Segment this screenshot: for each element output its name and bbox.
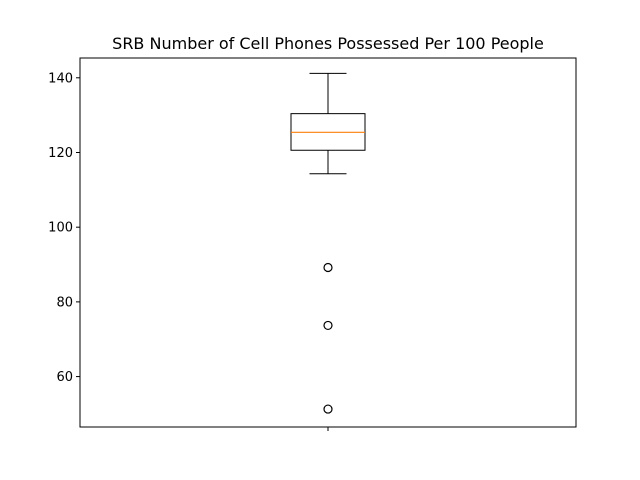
outlier-point	[323, 404, 333, 414]
chart-title: SRB Number of Cell Phones Possessed Per …	[112, 34, 544, 53]
y-tick-label: 80	[56, 295, 73, 310]
box-group	[290, 72, 366, 414]
plot-frame	[79, 57, 577, 428]
outlier-point	[323, 262, 333, 273]
y-tick-label: 60	[56, 370, 73, 385]
y-tick-label: 120	[48, 146, 73, 161]
outlier-point	[323, 320, 333, 331]
y-axis-ticks: 60 80 100 120 140	[48, 71, 80, 385]
y-tick-label: 140	[48, 71, 73, 86]
y-tick-label: 100	[48, 221, 73, 236]
